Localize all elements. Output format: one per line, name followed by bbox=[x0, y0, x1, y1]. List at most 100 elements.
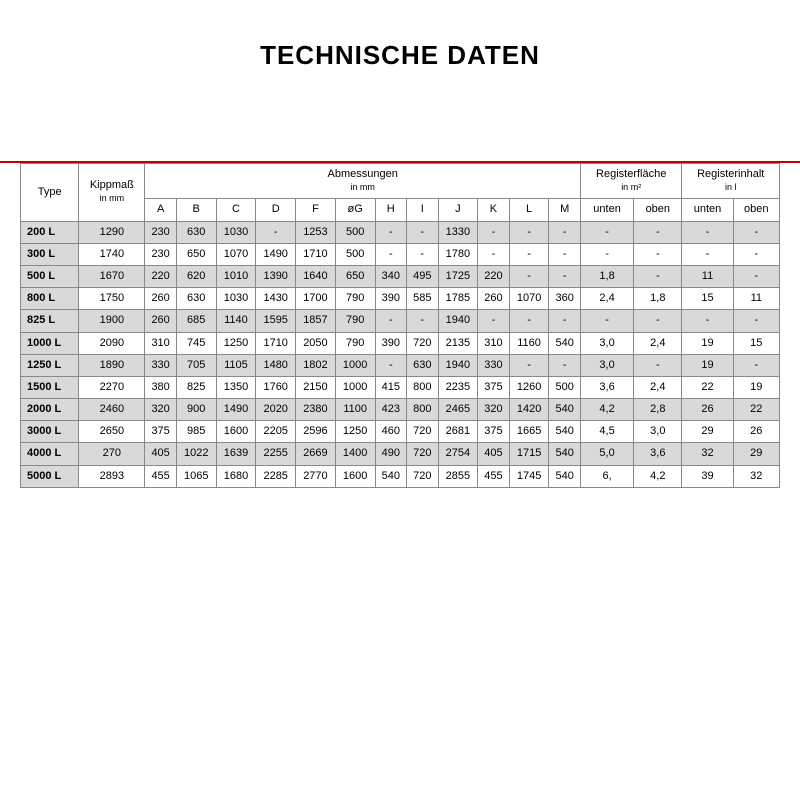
cell-value: 630 bbox=[407, 354, 438, 376]
cell-value: 1640 bbox=[296, 265, 336, 287]
cell-value: 985 bbox=[176, 421, 216, 443]
cell-value: 540 bbox=[375, 465, 406, 487]
cell-value: 1160 bbox=[509, 332, 549, 354]
cell-value: - bbox=[256, 221, 296, 243]
cell-value: 1070 bbox=[509, 288, 549, 310]
cell-regfl: 3,6 bbox=[580, 376, 633, 398]
cell-value: 500 bbox=[549, 376, 580, 398]
cell-value: 405 bbox=[478, 443, 509, 465]
col-reginh-unit: in l bbox=[725, 182, 737, 192]
cell-kipp: 2460 bbox=[79, 399, 145, 421]
cell-regfl: 2,4 bbox=[580, 288, 633, 310]
table-row: 2000 L2460320900149020202380110042380024… bbox=[21, 399, 780, 421]
cell-value: 1760 bbox=[256, 376, 296, 398]
cell-value: 1000 bbox=[335, 354, 375, 376]
cell-reginh: 19 bbox=[682, 332, 733, 354]
cell-value: 2150 bbox=[296, 376, 336, 398]
cell-value: 1030 bbox=[216, 221, 256, 243]
cell-value: 330 bbox=[478, 354, 509, 376]
cell-value: 495 bbox=[407, 265, 438, 287]
cell-regfl: 3,6 bbox=[634, 443, 682, 465]
cell-value: 1105 bbox=[216, 354, 256, 376]
cell-value: - bbox=[478, 243, 509, 265]
cell-value: - bbox=[509, 243, 549, 265]
cell-type: 500 L bbox=[21, 265, 79, 287]
cell-value: 720 bbox=[407, 465, 438, 487]
cell-regfl: - bbox=[634, 243, 682, 265]
cell-type: 300 L bbox=[21, 243, 79, 265]
cell-value: 1330 bbox=[438, 221, 478, 243]
col-kipp: Kippmaß in mm bbox=[79, 164, 145, 222]
cell-value: 1253 bbox=[296, 221, 336, 243]
cell-value: 2205 bbox=[256, 421, 296, 443]
cell-value: 220 bbox=[478, 265, 509, 287]
cell-value: 2020 bbox=[256, 399, 296, 421]
cell-reginh: - bbox=[733, 221, 779, 243]
cell-value: 1710 bbox=[296, 243, 336, 265]
cell-value: 1680 bbox=[216, 465, 256, 487]
col-B: B bbox=[176, 199, 216, 221]
cell-value: 705 bbox=[176, 354, 216, 376]
table-row: 1000 L2090310745125017102050790390720213… bbox=[21, 332, 780, 354]
cell-type: 800 L bbox=[21, 288, 79, 310]
cell-value: 1745 bbox=[509, 465, 549, 487]
col-regfl-unten: unten bbox=[580, 199, 633, 221]
cell-reginh: 32 bbox=[682, 443, 733, 465]
cell-kipp: 2090 bbox=[79, 332, 145, 354]
cell-value: 330 bbox=[145, 354, 176, 376]
cell-value: 2285 bbox=[256, 465, 296, 487]
cell-value: 1490 bbox=[256, 243, 296, 265]
cell-value: 800 bbox=[407, 399, 438, 421]
col-L: L bbox=[509, 199, 549, 221]
cell-reginh: 29 bbox=[733, 443, 779, 465]
cell-value: 415 bbox=[375, 376, 406, 398]
cell-value: 260 bbox=[145, 310, 176, 332]
col-kipp-label: Kippmaß bbox=[90, 179, 134, 191]
cell-type: 200 L bbox=[21, 221, 79, 243]
cell-value: 790 bbox=[335, 310, 375, 332]
cell-regfl: 5,0 bbox=[580, 443, 633, 465]
cell-value: 1070 bbox=[216, 243, 256, 265]
cell-value: 1710 bbox=[256, 332, 296, 354]
cell-regfl: - bbox=[634, 354, 682, 376]
cell-value: 230 bbox=[145, 221, 176, 243]
col-H: H bbox=[375, 199, 406, 221]
cell-reginh: 19 bbox=[733, 376, 779, 398]
col-regfl: Registerfläche in m² bbox=[580, 164, 682, 199]
col-I: I bbox=[407, 199, 438, 221]
cell-reginh: 26 bbox=[682, 399, 733, 421]
col-reginh: Registerinhalt in l bbox=[682, 164, 780, 199]
col-abm-label: Abmessungen bbox=[327, 168, 397, 180]
cell-value: 1022 bbox=[176, 443, 216, 465]
cell-reginh: 39 bbox=[682, 465, 733, 487]
cell-value: 630 bbox=[176, 288, 216, 310]
cell-reginh: 11 bbox=[733, 288, 779, 310]
cell-value: 650 bbox=[335, 265, 375, 287]
cell-value: 1600 bbox=[335, 465, 375, 487]
cell-value: 2596 bbox=[296, 421, 336, 443]
cell-value: 630 bbox=[176, 221, 216, 243]
cell-value: 340 bbox=[375, 265, 406, 287]
cell-kipp: 270 bbox=[79, 443, 145, 465]
cell-value: 1480 bbox=[256, 354, 296, 376]
cell-value: 1715 bbox=[509, 443, 549, 465]
cell-value: 1100 bbox=[335, 399, 375, 421]
cell-regfl: 1,8 bbox=[580, 265, 633, 287]
table-row: 5000 L2893455106516802285277016005407202… bbox=[21, 465, 780, 487]
cell-value: 260 bbox=[145, 288, 176, 310]
cell-value: 1430 bbox=[256, 288, 296, 310]
cell-value: 2380 bbox=[296, 399, 336, 421]
col-regfl-oben: oben bbox=[634, 199, 682, 221]
col-M: M bbox=[549, 199, 580, 221]
table-row: 1500 L2270380825135017602150100041580022… bbox=[21, 376, 780, 398]
table-row: 800 L17502606301030143017007903905851785… bbox=[21, 288, 780, 310]
col-abm: Abmessungen in mm bbox=[145, 164, 581, 199]
cell-value: 320 bbox=[145, 399, 176, 421]
cell-value: - bbox=[407, 243, 438, 265]
cell-regfl: 1,8 bbox=[634, 288, 682, 310]
cell-reginh: 15 bbox=[733, 332, 779, 354]
cell-type: 4000 L bbox=[21, 443, 79, 465]
cell-value: - bbox=[549, 354, 580, 376]
cell-regfl: - bbox=[634, 310, 682, 332]
cell-type: 1250 L bbox=[21, 354, 79, 376]
